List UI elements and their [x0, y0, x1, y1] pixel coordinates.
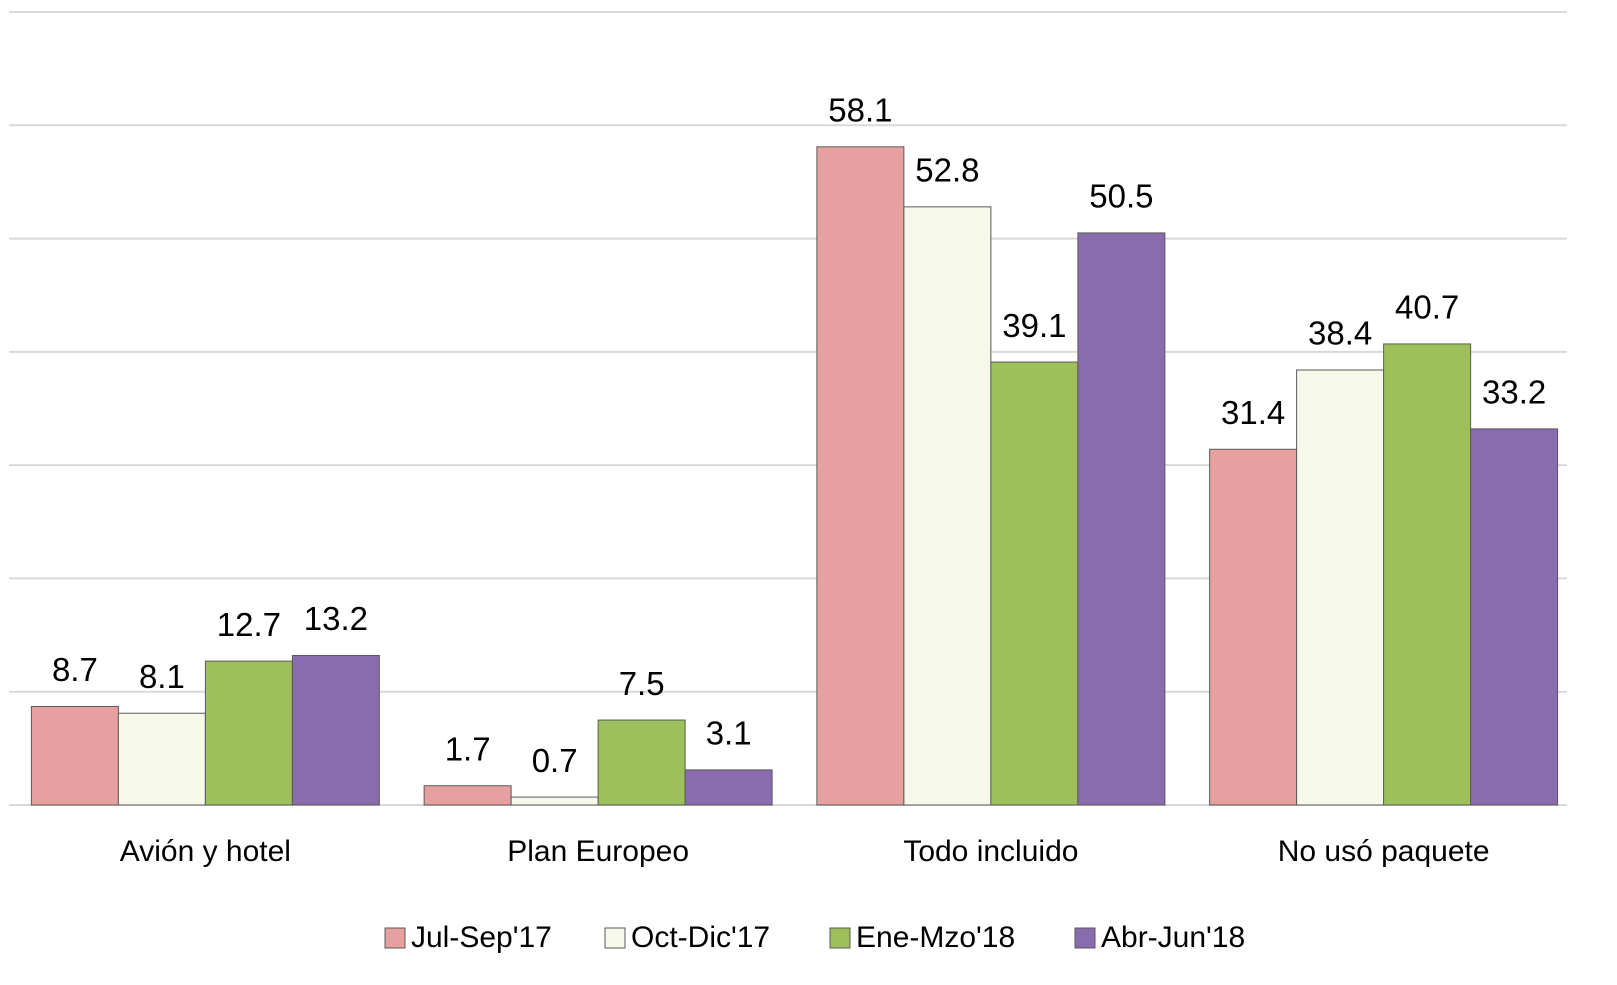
bar — [291, 654, 380, 806]
data-label: 0.7 — [532, 742, 578, 779]
data-label: 1.7 — [445, 730, 491, 767]
bar — [1383, 343, 1472, 806]
legend-swatch — [829, 927, 851, 949]
legend-swatch — [1074, 927, 1096, 949]
bar — [1209, 448, 1298, 806]
data-label: 8.7 — [52, 651, 98, 688]
data-label: 50.5 — [1089, 178, 1153, 215]
data-label: 58.1 — [828, 92, 892, 129]
bar — [204, 660, 293, 806]
data-label: 39.1 — [1002, 307, 1066, 344]
x-tick-label: No usó paquete — [1278, 835, 1490, 868]
data-label: 12.7 — [217, 606, 281, 643]
bar — [990, 361, 1079, 806]
data-label: 3.1 — [706, 715, 752, 752]
bar — [903, 206, 992, 806]
data-label: 33.2 — [1482, 374, 1546, 411]
data-label: 7.5 — [619, 665, 665, 702]
data-label: 52.8 — [915, 152, 979, 189]
data-label: 38.4 — [1308, 315, 1372, 352]
data-label: 31.4 — [1221, 394, 1285, 431]
x-tick-label: Plan Europeo — [507, 835, 689, 868]
legend-label: Oct-Dic'17 — [631, 921, 770, 954]
bar — [423, 785, 512, 806]
bar — [1296, 369, 1385, 806]
data-label: 13.2 — [304, 600, 368, 637]
legend-swatch — [384, 927, 406, 949]
x-tick-label: Avión y hotel — [120, 835, 291, 868]
bar — [1077, 232, 1166, 806]
legend-label: Ene-Mzo'18 — [856, 921, 1015, 954]
legend-swatch — [604, 927, 626, 949]
bar — [597, 719, 686, 806]
bar — [816, 146, 905, 806]
data-label: 8.1 — [139, 658, 185, 695]
bar — [1470, 428, 1559, 806]
x-tick-label: Todo incluido — [903, 835, 1078, 868]
bar — [684, 769, 773, 806]
bar — [30, 705, 119, 806]
legend-label: Jul-Sep'17 — [411, 921, 552, 954]
bar — [117, 712, 206, 806]
data-label: 40.7 — [1395, 289, 1459, 326]
legend-label: Abr-Jun'18 — [1101, 921, 1245, 954]
bar — [510, 796, 599, 806]
